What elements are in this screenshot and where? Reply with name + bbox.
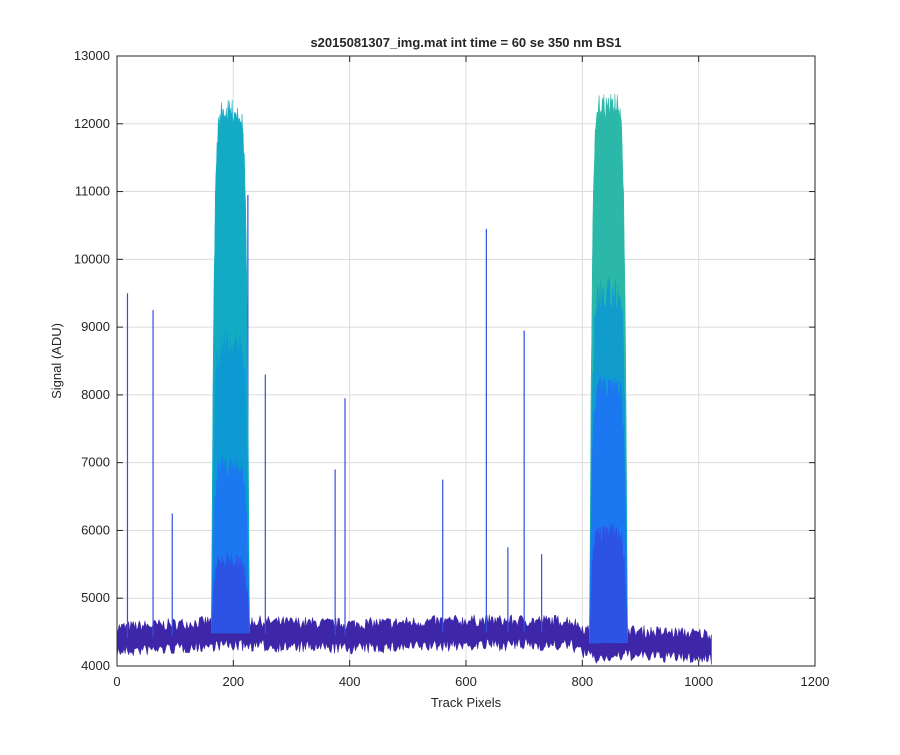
- peak-core: [210, 553, 250, 634]
- x-tick-label: 800: [571, 674, 593, 689]
- chart-title: s2015081307_img.mat int time = 60 se 350…: [310, 35, 621, 50]
- y-tick-label: 11000: [75, 184, 110, 199]
- y-tick-label: 10000: [74, 251, 110, 266]
- x-tick-label: 600: [455, 674, 477, 689]
- y-tick-label: 8000: [81, 387, 110, 402]
- y-tick-label: 7000: [81, 455, 110, 470]
- data-layer: [117, 93, 712, 665]
- y-tick-label: 12000: [74, 116, 110, 131]
- x-tick-label: 400: [339, 674, 361, 689]
- x-axis-label: Track Pixels: [431, 695, 502, 710]
- y-axis-label: Signal (ADU): [49, 323, 64, 399]
- y-tick-label: 6000: [81, 522, 110, 537]
- y-tick-label: 4000: [81, 658, 110, 673]
- y-tick-label: 5000: [81, 590, 110, 605]
- peak-core: [589, 523, 628, 644]
- y-tick-label: 9000: [81, 319, 110, 334]
- x-tick-label: 1200: [801, 674, 830, 689]
- x-tick-label: 0: [113, 674, 120, 689]
- x-tick-label: 200: [222, 674, 244, 689]
- ticks: 0 200 400 600 800 1000 1200 4000 5000 6000 7000 800…: [74, 48, 830, 689]
- y-tick-label: 13000: [74, 48, 110, 63]
- x-tick-label: 1000: [684, 674, 713, 689]
